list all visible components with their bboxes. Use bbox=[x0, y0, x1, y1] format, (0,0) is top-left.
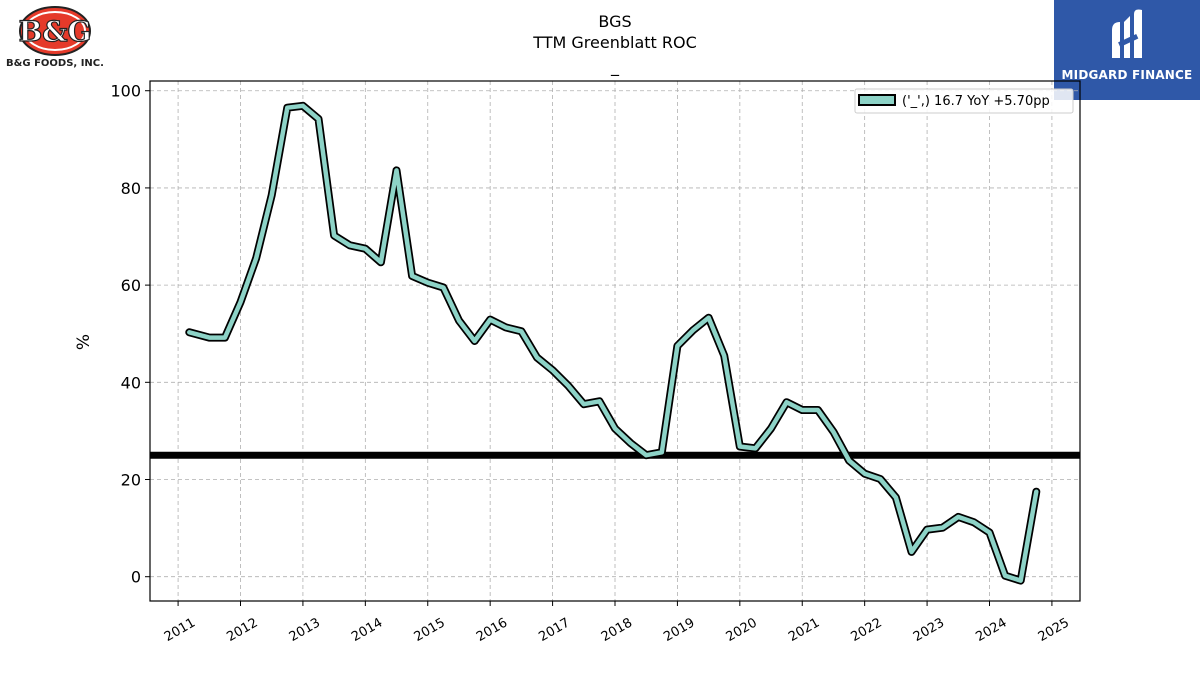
y-axis: 0 20 40 60 80 100 bbox=[110, 82, 150, 587]
series-layer bbox=[185, 101, 1041, 585]
y-tick-label: 80 bbox=[121, 179, 141, 198]
x-tick-label: 2017 bbox=[536, 615, 572, 645]
legend-swatch bbox=[858, 94, 896, 106]
bg-company-name: B&G FOODS, INC. bbox=[6, 58, 104, 69]
x-tick-label: 2023 bbox=[911, 615, 947, 645]
bg-foods-logo: B&G B&G FOODS, INC. bbox=[0, 0, 115, 75]
x-tick-label: 2021 bbox=[786, 615, 822, 645]
x-tick-label: 2025 bbox=[1036, 615, 1072, 645]
y-tick-label: 40 bbox=[121, 373, 141, 392]
y-tick-label: 0 bbox=[131, 568, 141, 587]
chart-subtitle: TTM Greenblatt ROC bbox=[532, 33, 697, 52]
y-axis-label: % bbox=[74, 334, 94, 350]
x-tick-label: 2020 bbox=[724, 615, 760, 645]
x-tick-label: 2014 bbox=[349, 615, 385, 645]
legend-label: ('_',) 16.7 YoY +5.70pp bbox=[902, 94, 1050, 109]
chart-subtitle2: _ bbox=[610, 57, 620, 77]
bg-wordmark: B&G bbox=[19, 15, 92, 48]
x-tick-label: 2011 bbox=[162, 615, 198, 645]
x-axis: 2011 2012 2013 2014 2015 2016 2017 2018 2019 2020… bbox=[162, 601, 1072, 645]
midgard-mark-icon bbox=[1112, 9, 1142, 58]
bg-foods-logo-graphic: B&G B&G FOODS, INC. bbox=[6, 6, 104, 69]
x-tick-label: 2015 bbox=[412, 615, 448, 645]
midgard-finance-logo: MIDGARD FINANCE bbox=[1054, 0, 1200, 100]
x-tick-label: 2024 bbox=[973, 615, 1009, 645]
x-tick-label: 2018 bbox=[599, 615, 635, 645]
y-tick-label: 60 bbox=[121, 276, 141, 295]
series-line bbox=[187, 103, 1039, 583]
grid bbox=[150, 81, 1080, 601]
x-tick-label: 2022 bbox=[849, 615, 885, 645]
x-tick-label: 2019 bbox=[661, 615, 697, 645]
x-tick-label: 2012 bbox=[224, 615, 260, 645]
y-tick-label: 100 bbox=[110, 82, 141, 101]
midgard-brand-text: MIDGARD FINANCE bbox=[1061, 68, 1193, 82]
legend-box bbox=[854, 88, 1074, 114]
x-tick-label: 2016 bbox=[474, 615, 510, 645]
series-line-outline bbox=[185, 101, 1041, 585]
y-tick-label: 20 bbox=[121, 471, 141, 490]
x-tick-label: 2013 bbox=[287, 615, 323, 645]
legend: ('_',) 16.7 YoY +5.70pp bbox=[854, 88, 1074, 114]
chart-title: BGS bbox=[598, 12, 631, 31]
